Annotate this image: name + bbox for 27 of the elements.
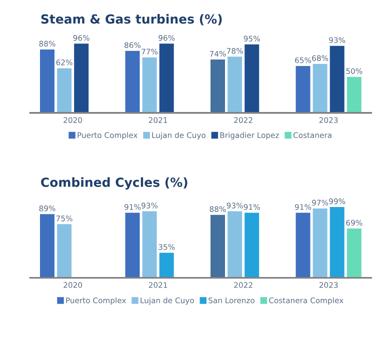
bar: [125, 212, 140, 278]
bar: [330, 207, 344, 278]
bar: [142, 211, 157, 278]
bar: [159, 252, 174, 278]
bar: [57, 68, 72, 113]
bar: [40, 214, 54, 278]
bar: [210, 214, 226, 278]
bar: [244, 44, 260, 113]
bar: [312, 64, 328, 113]
bar: [312, 208, 328, 278]
bar: [74, 44, 89, 113]
bar: [228, 211, 242, 278]
bar: [159, 44, 174, 113]
bar: [142, 57, 157, 113]
bar: [228, 56, 242, 113]
bar: [40, 49, 54, 113]
bar: [346, 228, 362, 278]
bar: [330, 46, 344, 113]
bar: [296, 212, 310, 278]
bar: [346, 76, 362, 113]
bar: [125, 50, 140, 113]
chart-title: Combined Cycles (%): [41, 177, 188, 190]
bar: [57, 224, 72, 278]
bar: [244, 212, 260, 278]
bar: [210, 60, 226, 113]
chart-title: Steam & Gas turbines (%): [41, 14, 222, 26]
bar: [296, 66, 310, 113]
